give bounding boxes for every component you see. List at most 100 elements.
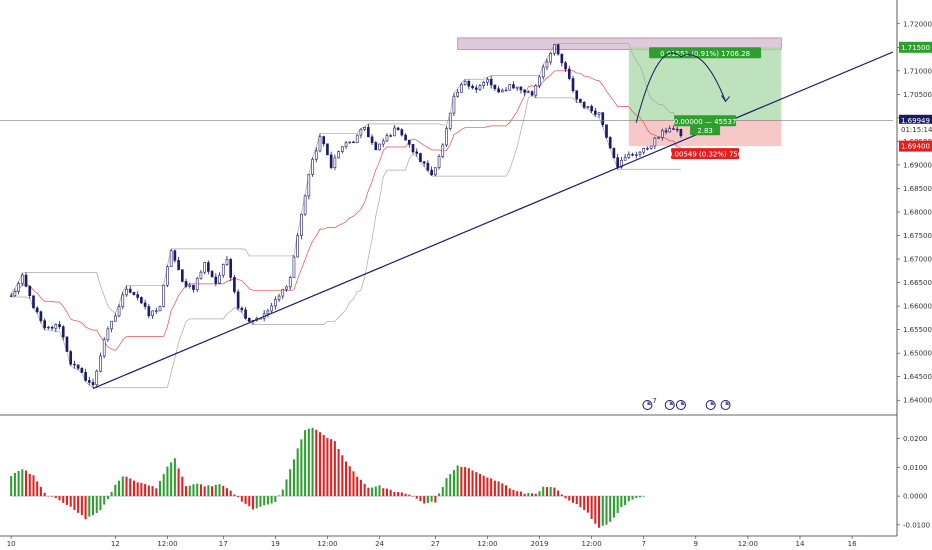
candle — [322, 135, 326, 147]
candle — [61, 325, 65, 341]
candle — [326, 143, 329, 156]
candle-body — [21, 274, 24, 284]
histogram-bar — [281, 489, 284, 497]
histogram-bar — [564, 496, 567, 499]
histogram-bar — [43, 492, 46, 497]
candle — [35, 306, 39, 314]
candle — [329, 151, 333, 170]
histogram-bar — [166, 466, 169, 497]
candle — [128, 285, 132, 294]
candle — [21, 273, 24, 287]
histogram-bar — [642, 496, 645, 497]
candle — [567, 65, 571, 81]
histogram-bar — [464, 467, 467, 497]
candle-body — [452, 95, 456, 114]
candle — [478, 83, 482, 91]
candle — [530, 90, 534, 96]
candle — [173, 249, 177, 263]
candle-body — [24, 274, 28, 287]
histogram-bar — [125, 476, 128, 497]
candle — [430, 166, 433, 176]
target-label-box — [649, 47, 762, 59]
ratio-label: 2.83 — [690, 124, 721, 136]
candle — [147, 303, 151, 319]
price-tag-target: 1.71500 — [899, 41, 932, 53]
candle — [43, 318, 46, 330]
histogram-bar — [199, 484, 202, 497]
candle-body — [132, 292, 136, 295]
histogram-bar — [493, 480, 496, 497]
profit-zone — [628, 47, 782, 121]
histogram-bar — [237, 496, 240, 498]
candle-body — [389, 135, 393, 137]
candle-body — [266, 310, 270, 315]
histogram-bar — [278, 495, 281, 497]
candle — [154, 307, 158, 314]
candle-body — [579, 98, 582, 103]
candle-body — [166, 266, 169, 286]
channel-upper-line — [10, 43, 681, 314]
event-icon — [675, 400, 686, 410]
candle — [340, 146, 344, 154]
candle — [307, 174, 311, 200]
candle-body — [381, 140, 385, 145]
histogram-bar — [77, 496, 80, 513]
candle — [649, 145, 653, 150]
histogram-bar — [408, 494, 411, 497]
candle-body — [623, 157, 627, 161]
candle-body — [523, 89, 526, 93]
candle-body — [288, 277, 292, 288]
candle — [73, 360, 76, 369]
candle-body — [549, 53, 553, 63]
histogram-bar — [456, 465, 459, 497]
event-icon-pie — [680, 401, 685, 405]
candle-body — [292, 256, 296, 278]
candle-body — [374, 142, 378, 151]
candle — [500, 88, 504, 93]
candle-body — [649, 145, 653, 149]
time-tick-label: 9 — [694, 540, 698, 548]
candle — [534, 84, 538, 98]
candle — [50, 325, 54, 331]
histogram-bar — [460, 466, 463, 497]
stop-label: 0.00549 (0.32%) 750 — [668, 148, 742, 160]
candle — [240, 306, 244, 313]
candle — [195, 276, 199, 293]
candle — [311, 157, 314, 177]
candle — [426, 160, 430, 172]
candle — [642, 147, 646, 155]
price-tick-label: 1.69000 — [903, 161, 932, 169]
candle-body — [296, 235, 299, 258]
candle-body — [616, 157, 619, 168]
histogram-bar — [356, 476, 359, 497]
histogram-bar — [274, 496, 277, 502]
candle-body — [445, 128, 448, 146]
histogram-bar — [296, 448, 299, 497]
candle-body — [340, 146, 344, 152]
candle — [623, 154, 627, 161]
histogram-bar — [404, 493, 407, 497]
candle-body — [333, 157, 337, 168]
candle-body — [378, 143, 381, 151]
price-tag-text: 1.69400 — [901, 143, 930, 151]
candle-body — [117, 306, 121, 317]
candle-body — [158, 306, 162, 312]
channel-lower-line — [11, 95, 681, 389]
time-tick-label: 12:00 — [582, 540, 602, 548]
candle-body — [575, 90, 579, 100]
histogram-bar — [389, 489, 392, 497]
candle-body — [214, 276, 218, 284]
candle-body — [337, 151, 340, 159]
candle-body — [467, 81, 471, 87]
candle-body — [519, 86, 523, 91]
histogram-bar — [54, 496, 57, 499]
candle-body — [456, 91, 459, 97]
price-tag-box — [899, 140, 932, 152]
histogram-bar — [590, 496, 593, 519]
candle — [87, 376, 91, 386]
candle-body — [512, 84, 515, 89]
candle-body — [65, 336, 69, 352]
candle — [389, 133, 393, 137]
candle — [504, 86, 508, 92]
histogram-bar — [400, 492, 403, 497]
